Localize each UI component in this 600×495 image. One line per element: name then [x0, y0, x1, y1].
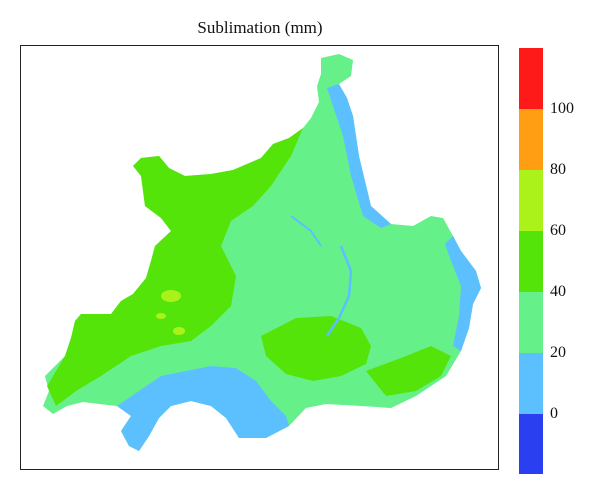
region-speck-1: [161, 290, 181, 302]
colorbar-band-40-60: [519, 231, 543, 292]
region-speck-2: [173, 327, 185, 335]
map-title: Sublimation (mm): [197, 18, 323, 37]
colorbar-band-0-20: [519, 353, 543, 414]
colorbar-band-20-40: [519, 292, 543, 353]
colorbar: [519, 48, 543, 474]
region-south-low: [117, 366, 289, 451]
region-east-edge: [445, 236, 481, 351]
region-west-high: [47, 128, 303, 406]
region-southeast-high: [366, 346, 451, 396]
colorbar-band-60-80: [519, 170, 543, 231]
region-north-strip: [327, 84, 391, 228]
colorbar-tick-20: 20: [550, 344, 566, 361]
region-speck-3: [156, 313, 166, 319]
region-base: [43, 54, 481, 451]
colorbar-tick-40: 40: [550, 283, 566, 300]
colorbar-tick-80: 80: [550, 161, 566, 178]
colorbar-band-100-120: [519, 48, 543, 109]
region-river-2: [290, 215, 322, 247]
map-frame: [20, 45, 499, 470]
colorbar-tick-60: 60: [550, 222, 566, 239]
colorbar-band-neg: [519, 414, 543, 474]
colorbar-tick-100: 100: [550, 100, 574, 117]
sublimation-map: [43, 54, 481, 451]
region-central-high: [261, 316, 371, 381]
colorbar-tick-0: 0: [550, 405, 558, 422]
region-river: [325, 245, 353, 337]
colorbar-band-80-100: [519, 109, 543, 170]
